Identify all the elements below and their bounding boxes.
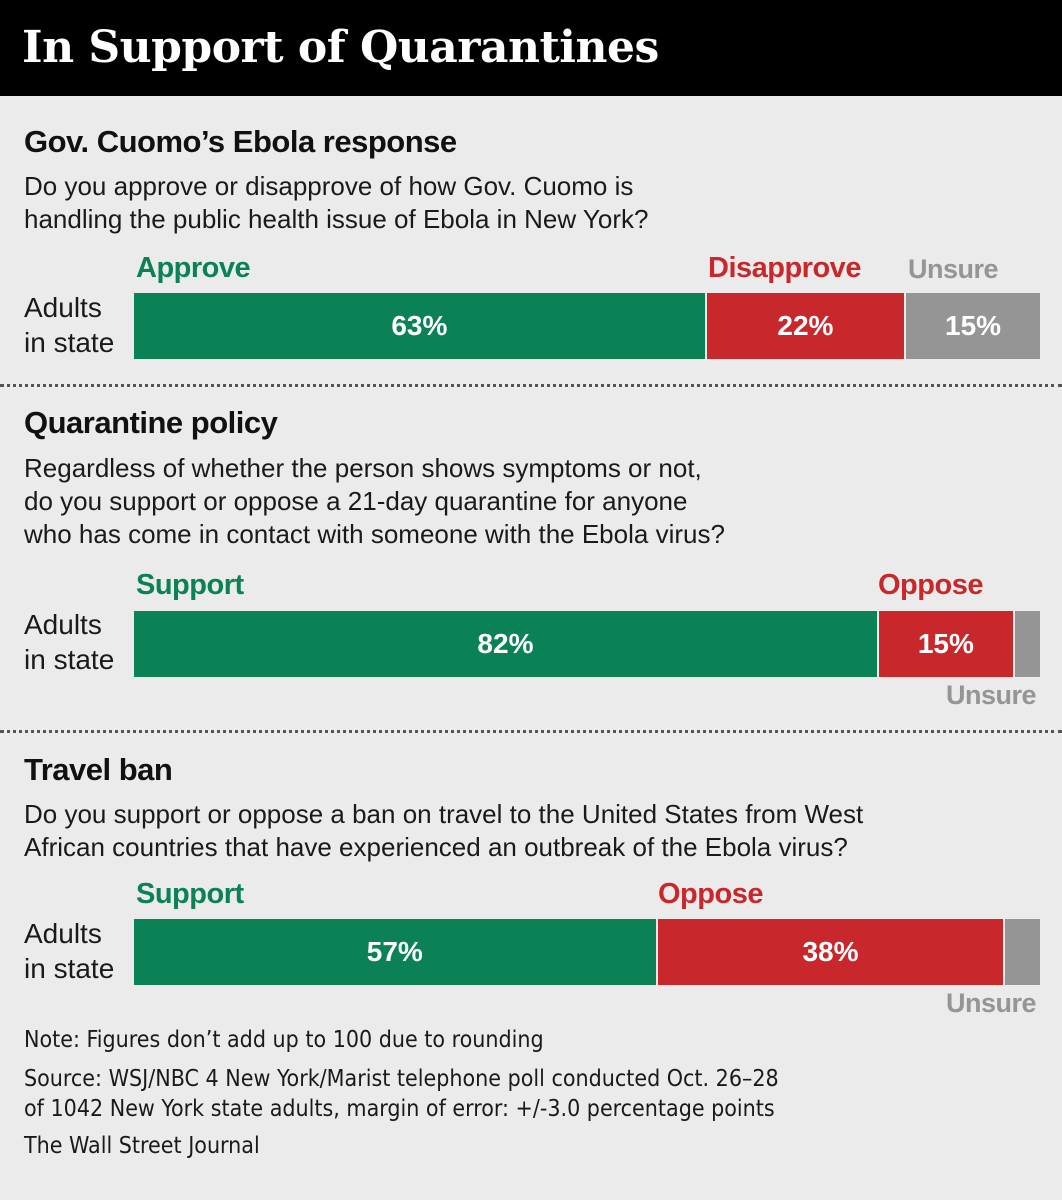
title-bar: In Support of Quarantines	[0, 0, 1062, 96]
category-label-support: Support	[136, 878, 244, 910]
bar-value-label: 57%	[366, 936, 423, 967]
category-label-oppose: Oppose	[658, 878, 763, 910]
category-label-support: Support	[136, 569, 244, 601]
question-text: Do you support or oppose a ban on travel…	[24, 799, 864, 862]
bar-segment-gray	[1012, 611, 1040, 677]
stacked-bar: 63% 22% 15%	[134, 293, 1040, 359]
question-text: Do you approve or disapprove of how Gov.…	[24, 171, 649, 234]
section-title: Quarantine policy	[24, 405, 278, 440]
bar-value-label: 15%	[945, 310, 1002, 341]
bar-value-label: 82%	[477, 628, 534, 659]
source-note: Source: WSJ/NBC 4 New York/Marist teleph…	[24, 1066, 779, 1122]
credit: The Wall Street Journal	[24, 1133, 260, 1159]
category-label-unsure: Unsure	[908, 254, 999, 284]
category-label-disapprove: Disapprove	[708, 252, 861, 284]
bar-segment-green: 63%	[134, 293, 705, 359]
category-label-unsure: Unsure	[946, 680, 1037, 710]
bar-segment-gray	[1003, 919, 1040, 985]
stacked-bar: 57% 38%	[134, 919, 1040, 985]
category-label-approve: Approve	[136, 252, 251, 284]
category-label-oppose: Oppose	[878, 569, 983, 601]
row-label: Adults in state	[24, 609, 115, 675]
bar-segment-gray: 15%	[904, 293, 1040, 359]
bar-segment-green: 82%	[134, 611, 877, 677]
divider	[0, 730, 1062, 733]
bar-segment-red: 22%	[704, 293, 905, 359]
bar-segment-red: 15%	[876, 611, 1013, 677]
section-title: Gov. Cuomo’s Ebola response	[24, 124, 457, 159]
bar-value-label: 63%	[391, 310, 448, 341]
category-label-unsure: Unsure	[946, 988, 1037, 1018]
bar-value-label: 15%	[917, 628, 974, 659]
footnote: Note: Figures don’t add up to 100 due to…	[24, 1027, 544, 1053]
bar-segment-green: 57%	[134, 919, 656, 985]
bar-value-label: 38%	[802, 936, 859, 967]
page-title: In Support of Quarantines	[22, 22, 659, 73]
stacked-bar: 82% 15%	[134, 611, 1040, 677]
row-label: Adults in state	[24, 918, 115, 984]
section-title: Travel ban	[24, 752, 173, 787]
question-text: Regardless of whether the person shows s…	[24, 453, 725, 549]
divider	[0, 384, 1062, 387]
row-label: Adults in state	[24, 292, 115, 358]
bar-segment-red: 38%	[655, 919, 1004, 985]
bar-value-label: 22%	[777, 310, 834, 341]
